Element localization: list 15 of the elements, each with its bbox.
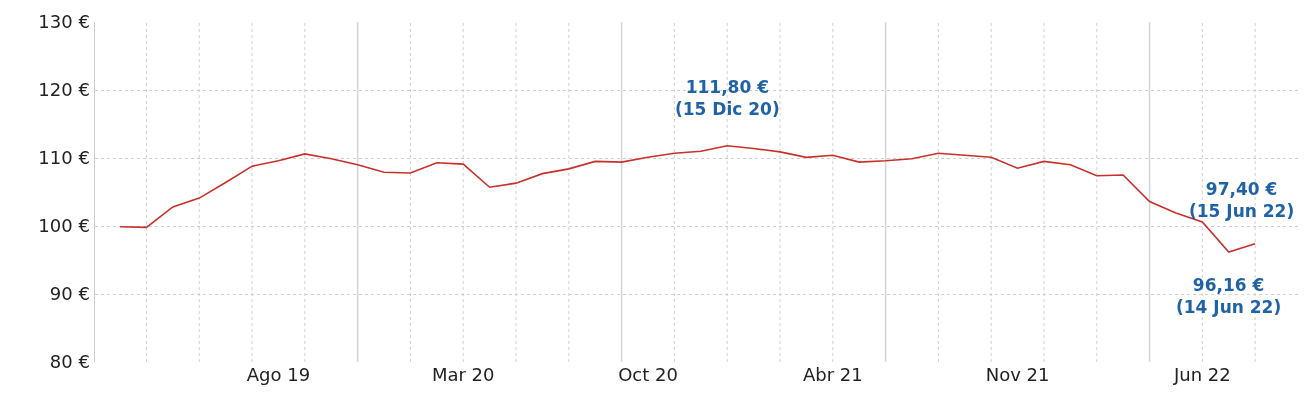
y-tick-label: 80 € xyxy=(49,351,90,373)
x-tick-label: Mar 20 xyxy=(431,364,495,385)
y-tick-label: 90 € xyxy=(49,283,90,305)
x-tick-label: Ago 19 xyxy=(246,364,311,385)
y-tick-label: 130 € xyxy=(38,11,90,33)
x-tick-label: Oct 20 xyxy=(618,364,678,385)
x-tick-label: Abr 21 xyxy=(802,364,863,385)
y-tick-label: 100 € xyxy=(38,215,90,237)
annotation: 96,16 € (14 Jun 22) xyxy=(1176,275,1282,318)
x-tick-label: Jun 22 xyxy=(1172,364,1231,385)
x-tick-label: Nov 21 xyxy=(985,364,1050,385)
annotation: 111,80 € (15 Dic 20) xyxy=(675,77,780,120)
y-tick-label: 120 € xyxy=(38,79,90,101)
annotation: 97,40 € (15 Jun 22) xyxy=(1189,179,1295,222)
y-tick-label: 110 € xyxy=(38,147,90,169)
